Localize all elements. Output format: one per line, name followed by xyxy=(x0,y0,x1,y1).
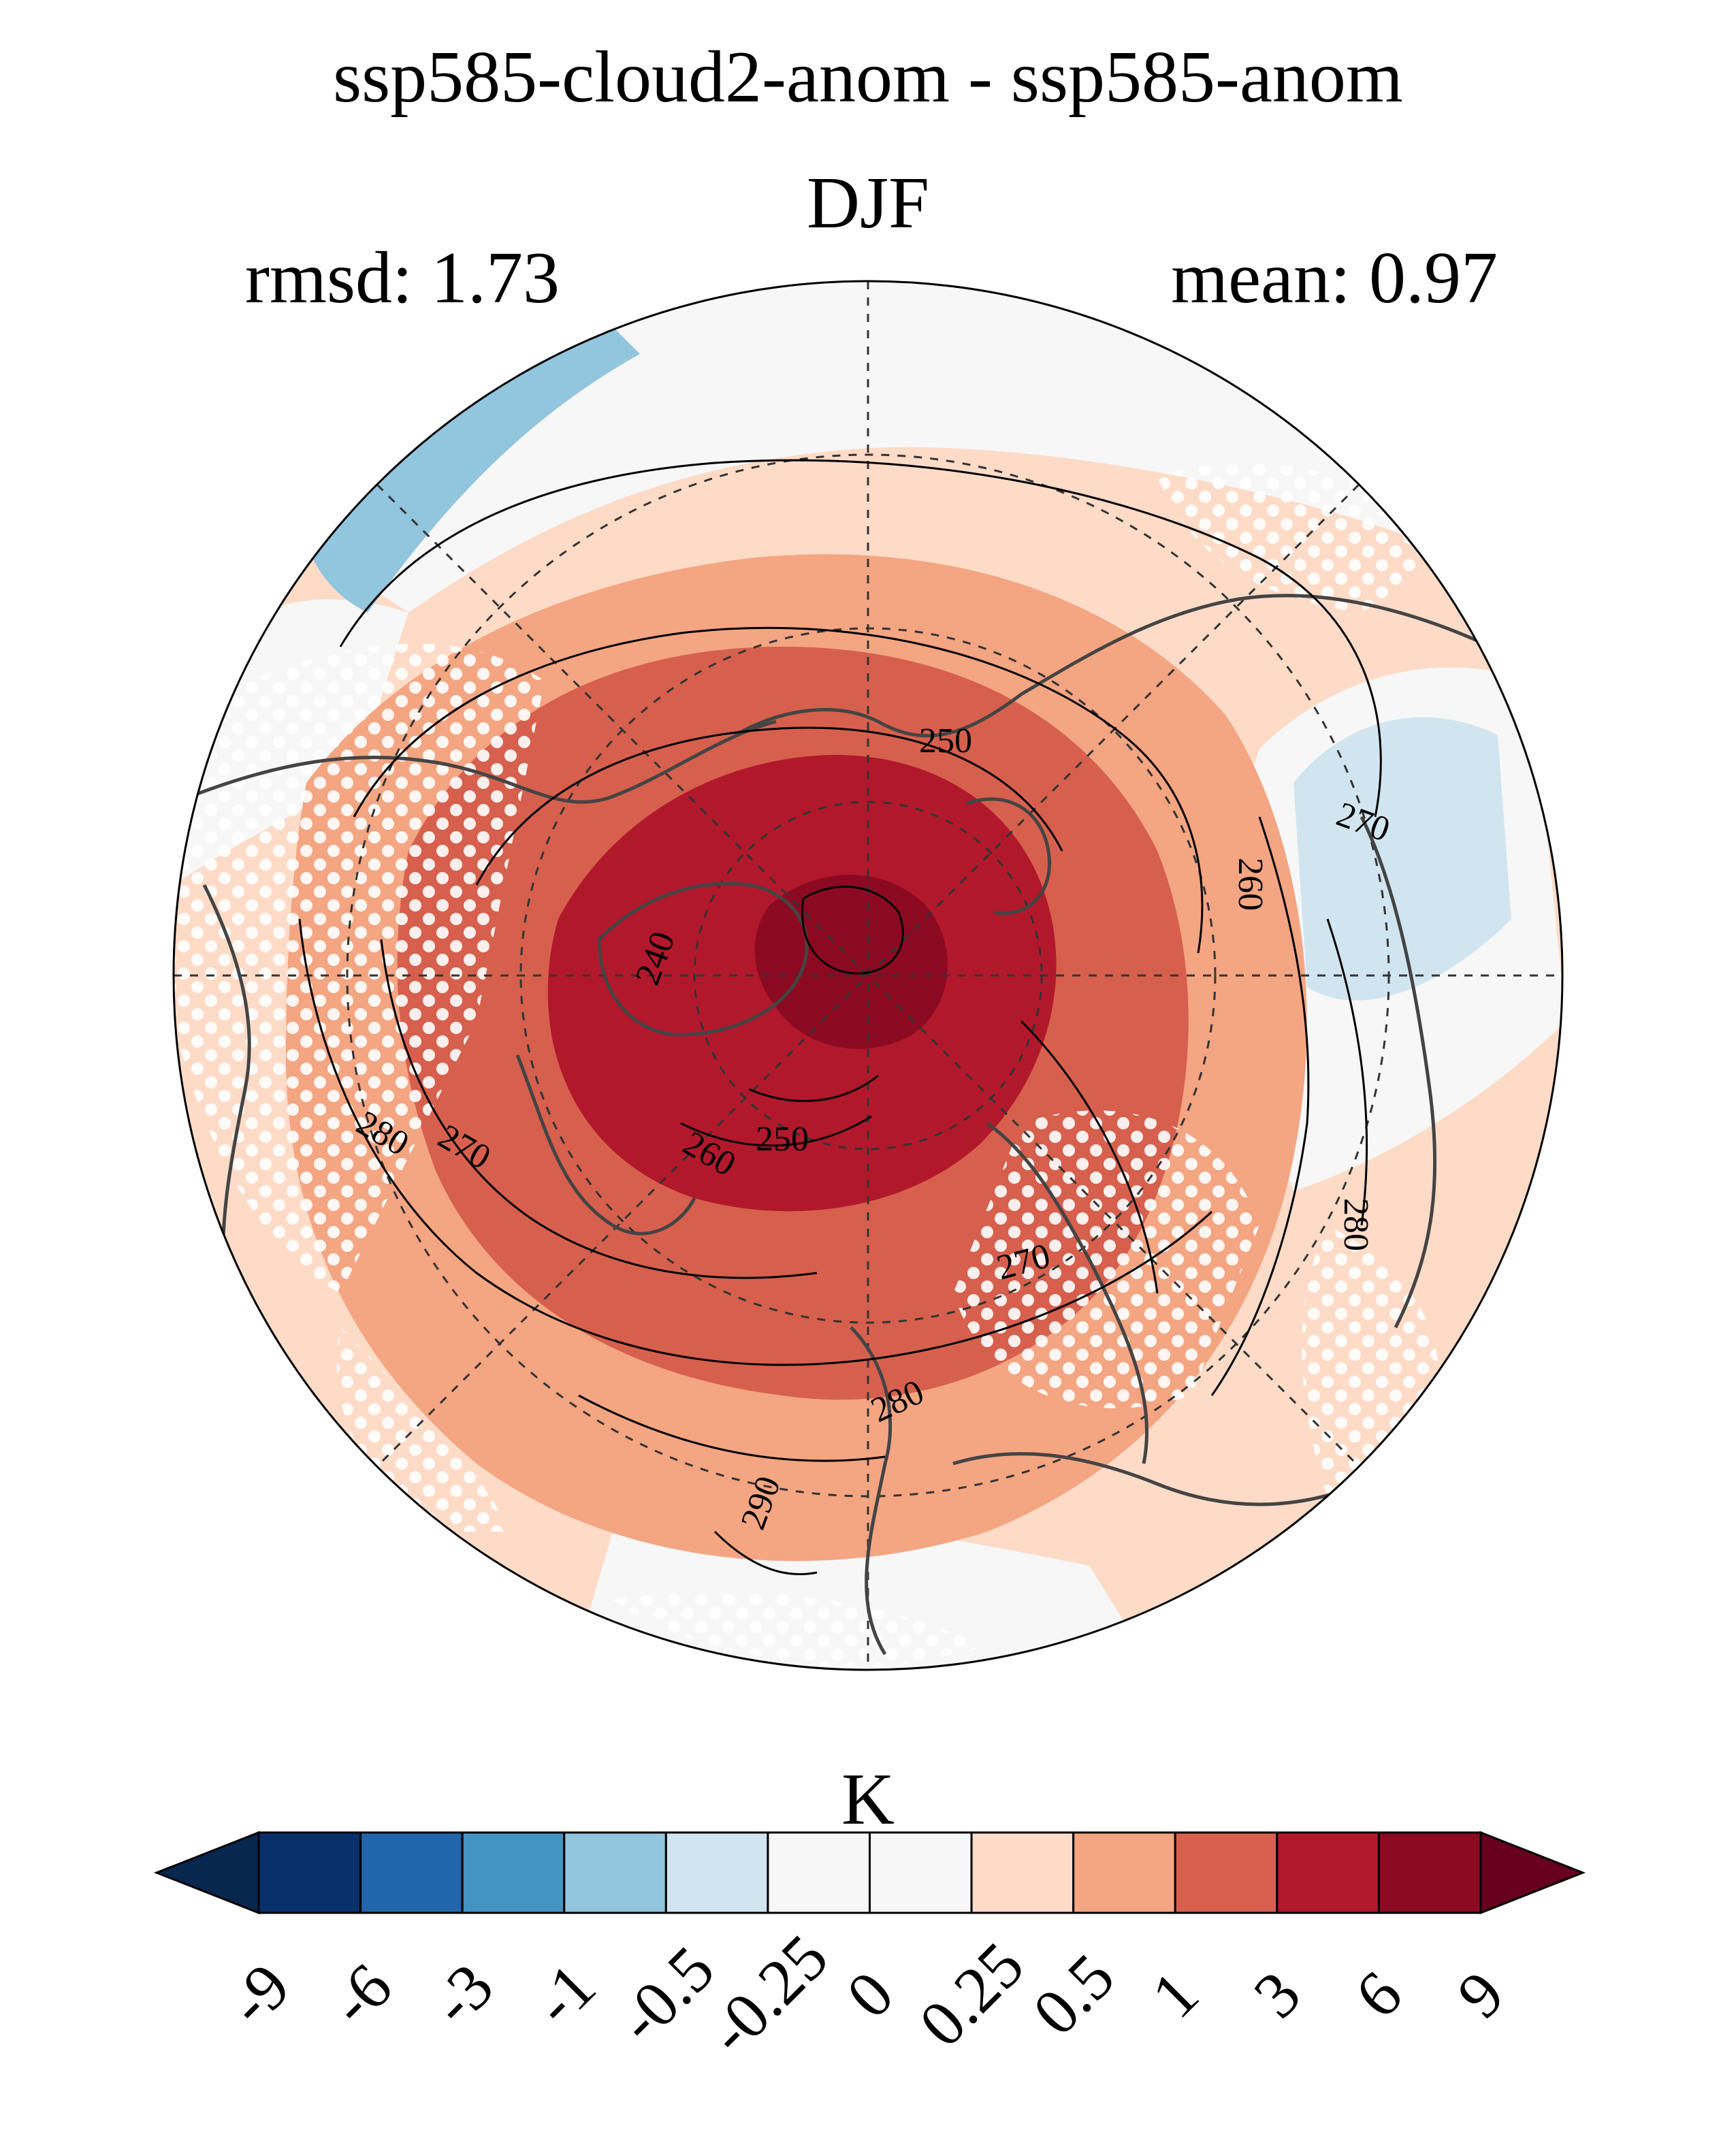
coastlines xyxy=(174,594,1533,1656)
colorbar-extend-max xyxy=(1479,1830,1586,1915)
colorbar-box xyxy=(359,1831,464,1914)
colorbar-box xyxy=(1072,1831,1176,1914)
rmsd-label: rmsd: 1.73 xyxy=(245,238,560,319)
colorbar-box xyxy=(563,1831,667,1914)
colorbar-box xyxy=(1377,1831,1482,1914)
stippling-overlay xyxy=(174,463,1464,1668)
season-label: DJF xyxy=(806,163,930,244)
colorbar-box xyxy=(1174,1831,1279,1914)
colorbar-box xyxy=(664,1831,769,1914)
field-cool-pacific xyxy=(306,327,640,613)
graticule xyxy=(174,281,1562,1670)
map-title: ssp585-cloud2-anom - ssp585-anom xyxy=(333,37,1403,118)
temperature-contours xyxy=(298,459,1382,1575)
colorbar-unit: K xyxy=(841,1759,895,1840)
mean-label: mean: 0.97 xyxy=(1171,238,1498,319)
colorbar-box xyxy=(1276,1831,1380,1914)
colorbar-box xyxy=(461,1831,566,1914)
colorbar-box xyxy=(970,1831,1075,1914)
field-cool-east xyxy=(1293,717,1511,1001)
contour-label: 280 xyxy=(1336,1198,1375,1251)
map-boundary xyxy=(172,280,1564,1671)
colorbar-extend-min xyxy=(153,1830,260,1915)
contour-label: 250 xyxy=(919,722,972,760)
contour-label: 250 xyxy=(756,1120,809,1159)
colorbar-box xyxy=(767,1831,871,1914)
colorbar-box xyxy=(257,1831,362,1914)
colorbar-box xyxy=(869,1831,973,1914)
contour-label: 260 xyxy=(1231,858,1270,911)
